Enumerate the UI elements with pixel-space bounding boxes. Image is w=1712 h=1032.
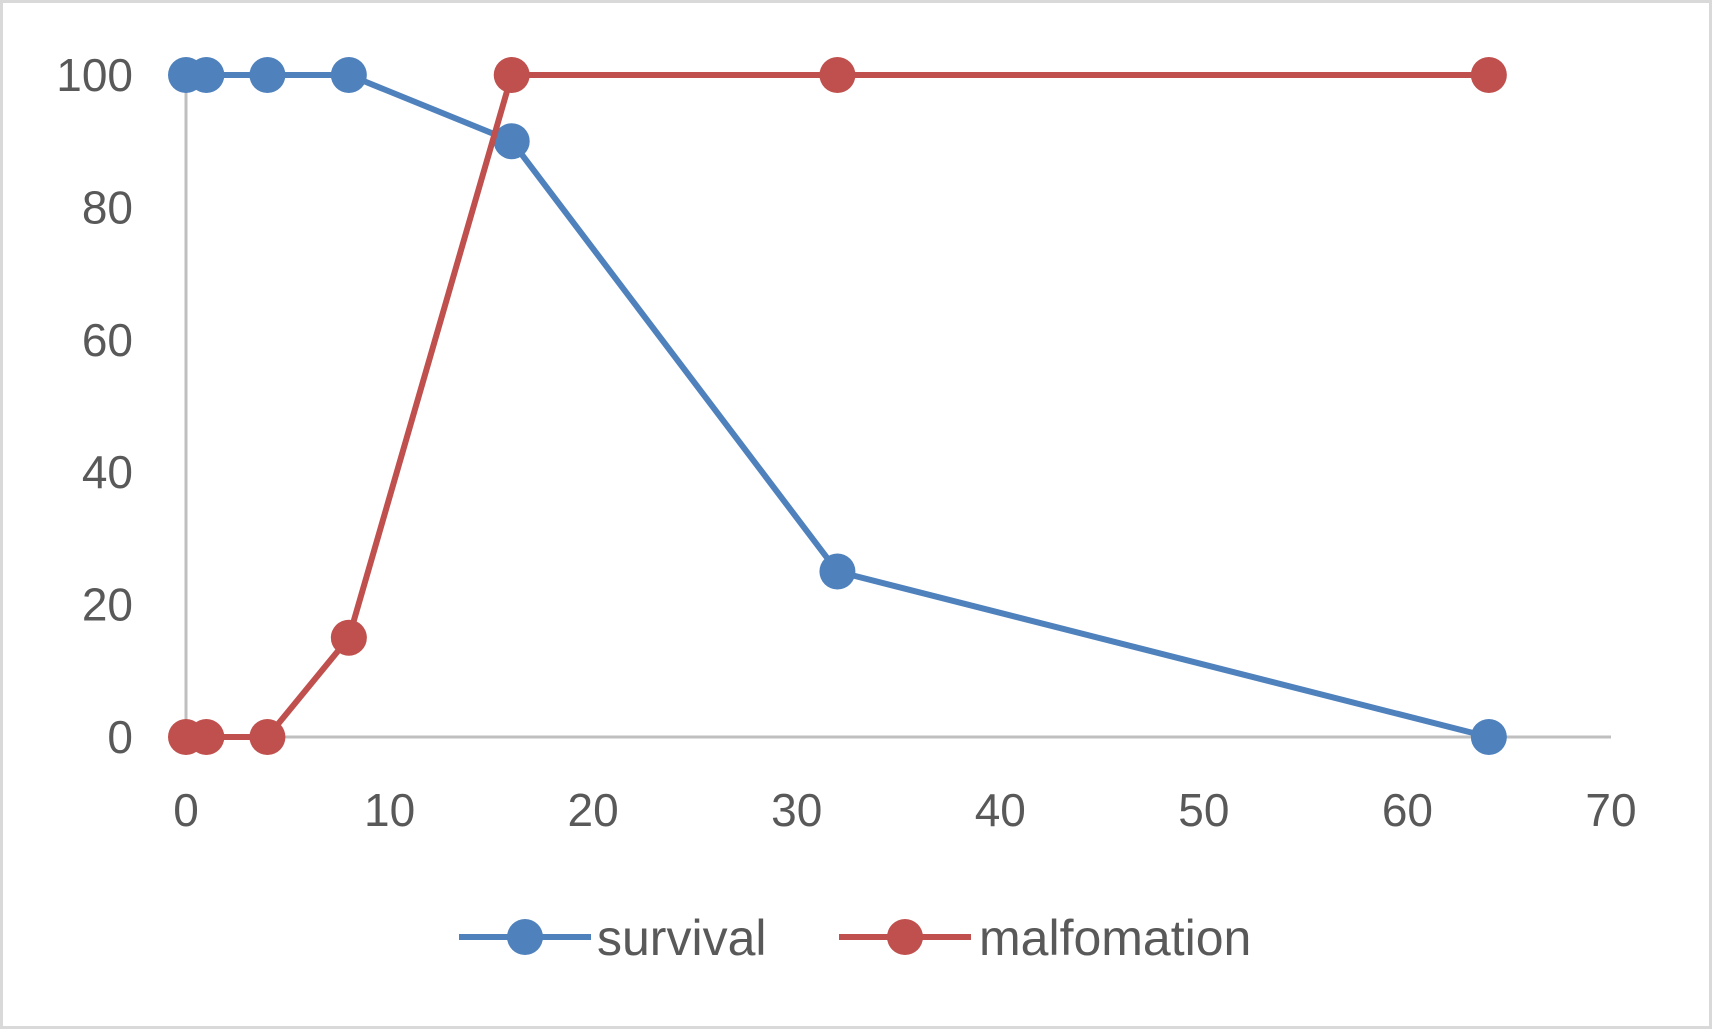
data-point-survival bbox=[819, 553, 856, 590]
x-tick-label: 30 bbox=[771, 784, 822, 836]
series-malfomation bbox=[168, 57, 1507, 755]
axes bbox=[184, 75, 1611, 739]
legend-label: malfomation bbox=[979, 910, 1251, 966]
x-tick-label: 50 bbox=[1178, 784, 1229, 836]
series-line-survival bbox=[186, 72, 1490, 740]
data-point-survival bbox=[330, 57, 367, 93]
series-survival bbox=[168, 57, 1507, 755]
series-line-malfomation bbox=[186, 72, 1489, 740]
legend-swatch-marker bbox=[507, 919, 543, 955]
y-tick-label: 40 bbox=[82, 446, 133, 498]
y-tick-label: 60 bbox=[82, 314, 133, 366]
x-tick-label: 40 bbox=[975, 784, 1026, 836]
legend-item-malfomation: malfomation bbox=[839, 910, 1251, 966]
y-tick-label: 100 bbox=[56, 49, 133, 101]
line-chart: 0 20 40 60 80 100 0 10 20 30 40 50 60 70 survival malf… bbox=[56, 49, 1636, 966]
tick-labels: 0 20 40 60 80 100 0 10 20 30 40 50 60 70 bbox=[56, 49, 1636, 836]
data-point-malfomation bbox=[1470, 57, 1507, 93]
y-tick-label: 20 bbox=[82, 579, 133, 631]
x-tick-label: 10 bbox=[364, 784, 415, 836]
x-tick-label: 20 bbox=[568, 784, 619, 836]
data-point-malfomation bbox=[819, 57, 856, 93]
data-point-malfomation bbox=[249, 719, 286, 755]
y-tick-label: 80 bbox=[82, 181, 133, 233]
data-point-survival bbox=[493, 123, 530, 160]
x-tick-label: 0 bbox=[173, 784, 199, 836]
x-tick-label: 70 bbox=[1585, 784, 1636, 836]
data-point-survival bbox=[249, 57, 286, 93]
data-point-malfomation bbox=[493, 57, 530, 93]
series bbox=[168, 57, 1507, 755]
x-tick-label: 60 bbox=[1382, 784, 1433, 836]
data-point-malfomation bbox=[188, 719, 225, 755]
legend-swatch-marker bbox=[887, 919, 923, 955]
data-point-survival bbox=[188, 57, 225, 93]
legend-label: survival bbox=[597, 910, 766, 966]
legend-item-survival: survival bbox=[459, 910, 766, 966]
data-point-malfomation bbox=[330, 619, 367, 656]
y-tick-label: 0 bbox=[107, 711, 133, 763]
data-point-survival bbox=[1470, 719, 1507, 755]
legend: survival malfomation bbox=[459, 910, 1251, 966]
